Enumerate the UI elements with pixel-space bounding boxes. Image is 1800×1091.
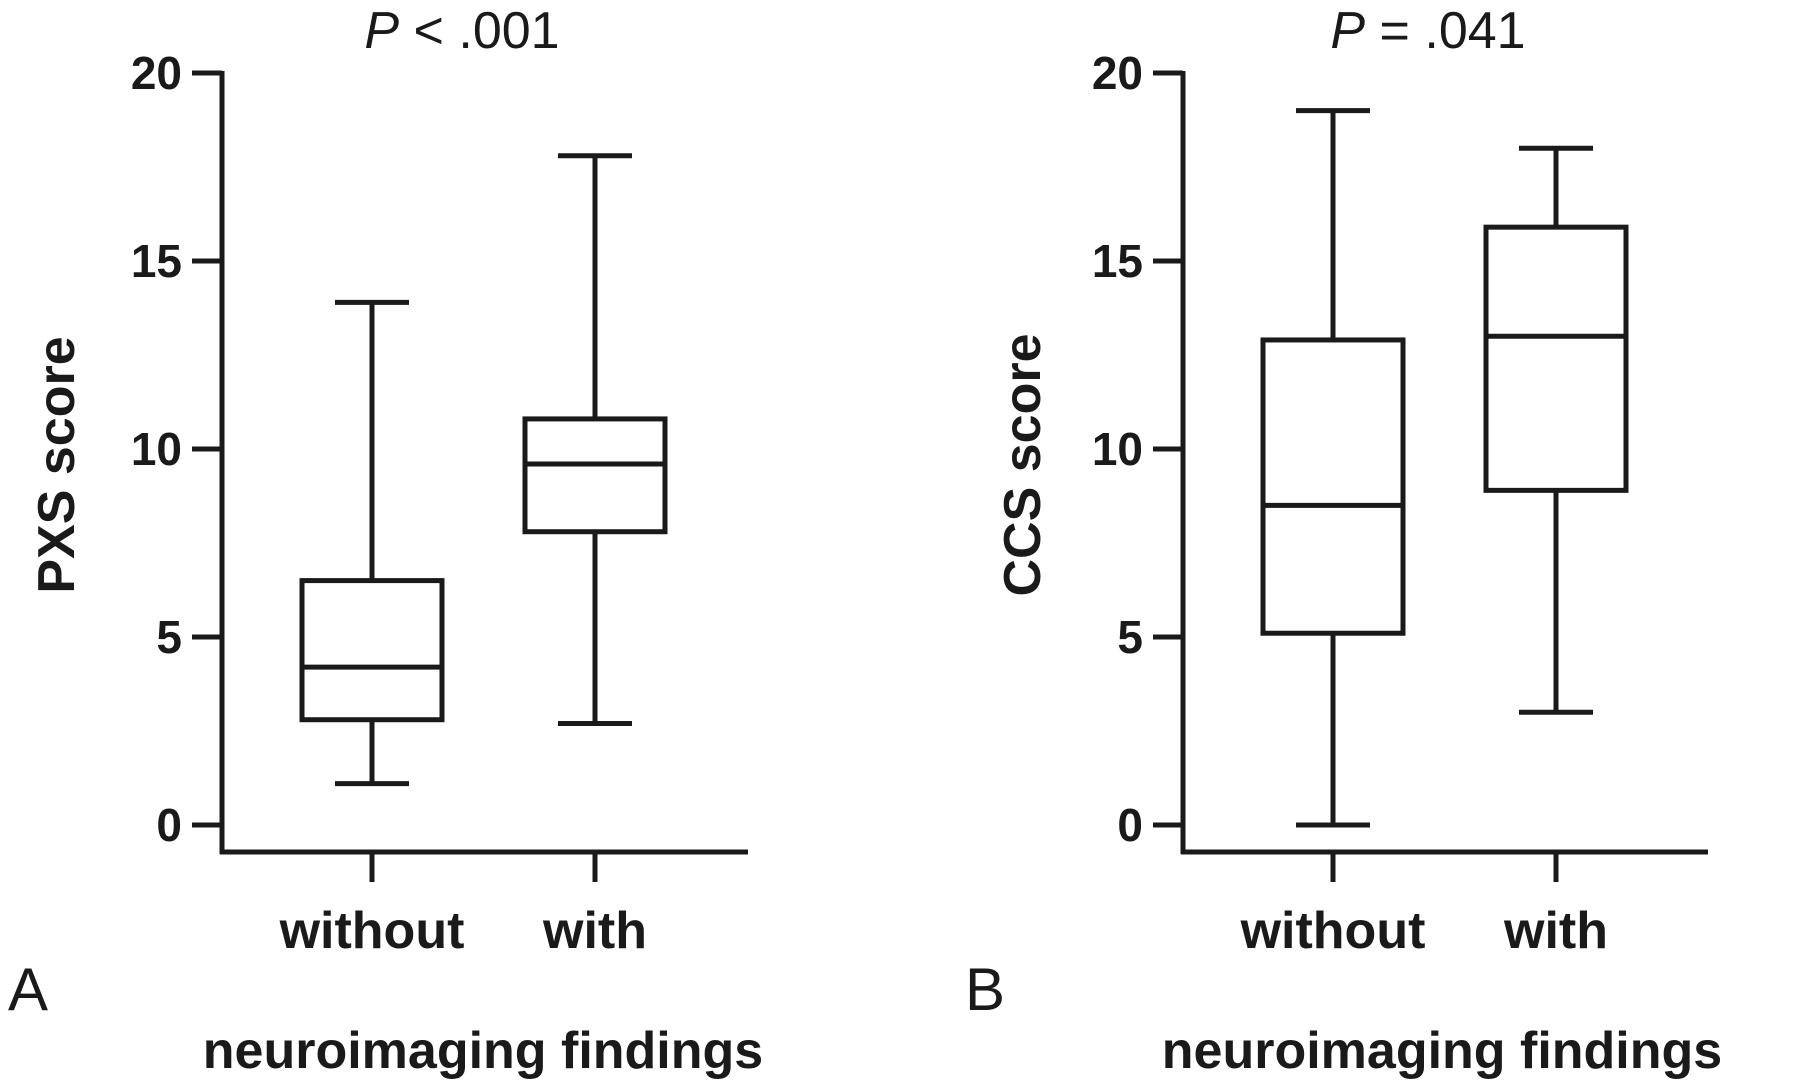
panel-b-y-tick-label: 0	[1117, 799, 1143, 851]
panel-b-label: B	[965, 956, 1005, 1023]
panel-b-category-label-without: without	[1240, 902, 1426, 960]
panel-a: P < .001 0 5 10 15 20 PXS score without with…	[8, 2, 763, 1080]
panel-a-x-axis	[220, 849, 748, 882]
panel-b-y-tick-label: 20	[1092, 47, 1143, 99]
panel-a-box-without	[299, 299, 445, 787]
iqr-box	[299, 578, 445, 723]
panel-b-category-label-with: with	[1503, 902, 1608, 960]
panel-b: P = .041 0 5 10 15 20 CCS score without with…	[965, 2, 1722, 1080]
panel-a-y-tick-label: 20	[131, 47, 182, 99]
panel-b-y-axis-title: CCS score	[994, 334, 1052, 597]
panel-a-y-axis: 0 5 10 15 20	[131, 47, 225, 854]
panel-b-y-tick-label: 15	[1092, 235, 1143, 287]
iqr-box	[522, 416, 668, 535]
panel-a-boxes	[299, 153, 668, 787]
panel-b-y-tick-label: 5	[1117, 611, 1143, 663]
panel-b-box-without	[1260, 108, 1406, 828]
panel-a-y-tick-label: 0	[156, 799, 182, 851]
iqr-box	[1483, 224, 1629, 493]
panel-a-y-tick-label: 5	[156, 611, 182, 663]
panel-a-y-tick-label: 10	[131, 423, 182, 475]
panel-b-y-tick-label: 10	[1092, 423, 1143, 475]
panel-b-x-axis	[1181, 849, 1708, 882]
panel-a-box-with	[522, 153, 668, 726]
panel-b-p-value: P = .041	[1330, 2, 1525, 60]
panel-b-x-axis-title: neuroimaging findings	[1162, 1022, 1722, 1080]
iqr-box	[1260, 337, 1406, 636]
panel-a-x-axis-title: neuroimaging findings	[203, 1022, 763, 1080]
panel-a-label: A	[8, 956, 48, 1023]
panel-b-boxes	[1260, 108, 1629, 828]
panel-a-y-tick-label: 15	[131, 235, 182, 287]
panel-b-box-with	[1483, 145, 1629, 715]
panel-a-category-label-without: without	[279, 902, 465, 960]
panel-a-p-value: P < .001	[364, 2, 559, 60]
panel-a-y-axis-title: PXS score	[28, 336, 86, 593]
panel-b-y-axis: 0 5 10 15 20	[1092, 47, 1186, 854]
panel-a-category-label-with: with	[542, 902, 647, 960]
